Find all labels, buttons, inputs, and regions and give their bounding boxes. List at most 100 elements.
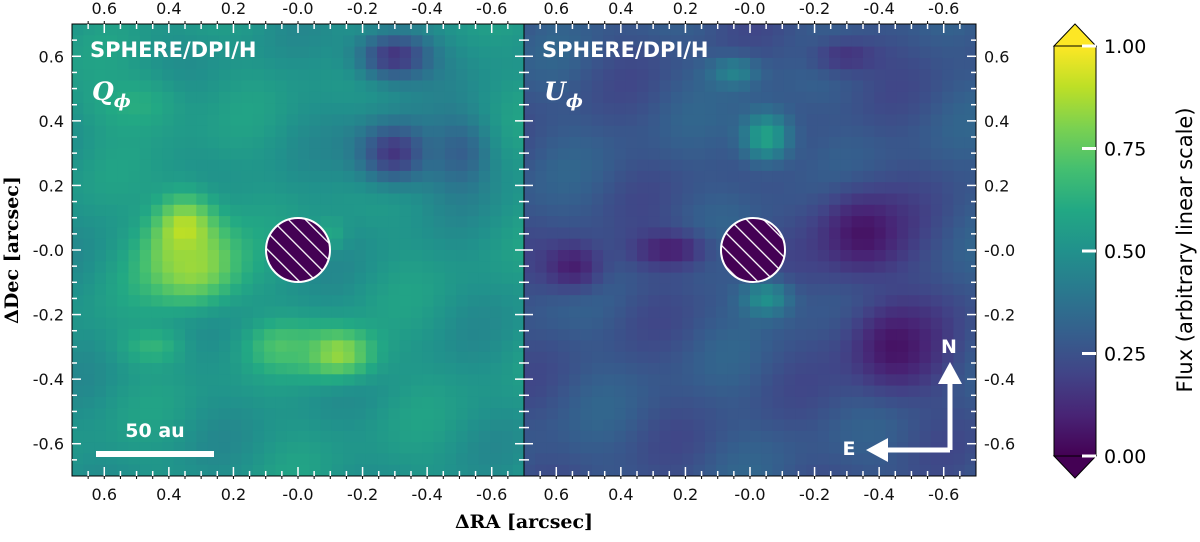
- heatmap-cell: [682, 250, 695, 262]
- heatmap-cell: [704, 363, 717, 375]
- heatmap-cell: [885, 24, 898, 36]
- heatmap-cell: [851, 227, 864, 240]
- heatmap-cell: [591, 137, 604, 149]
- heatmap-cell: [105, 306, 118, 319]
- heatmap-cell: [433, 408, 446, 421]
- heatmap-cell: [783, 35, 796, 48]
- heatmap-cell: [659, 103, 672, 115]
- heatmap-cell: [772, 159, 785, 172]
- heatmap-cell: [535, 227, 548, 240]
- heatmap-cell: [207, 193, 220, 206]
- heatmap-cell: [478, 283, 491, 296]
- heatmap-cell: [433, 24, 446, 36]
- heatmap-cell: [817, 204, 830, 217]
- heatmap-cell: [309, 464, 322, 476]
- heatmap-cell: [603, 204, 615, 217]
- x-tick-label-bottom: -0.4: [864, 485, 895, 504]
- heatmap-cell: [501, 464, 514, 476]
- heatmap-cell: [908, 317, 921, 330]
- heatmap-cell: [128, 69, 141, 82]
- heatmap-cell: [218, 114, 231, 127]
- heatmap-cell: [377, 238, 389, 251]
- heatmap-cell: [490, 363, 502, 375]
- heatmap-cell: [964, 80, 976, 93]
- y-tick-label-left: -0.4: [33, 370, 64, 389]
- heatmap-cell: [354, 295, 367, 308]
- heatmap-cell: [331, 306, 344, 319]
- heatmap-cell: [196, 24, 209, 36]
- heatmap-cell: [727, 24, 740, 36]
- heatmap-cell: [806, 137, 819, 149]
- heatmap-cell: [377, 24, 389, 36]
- heatmap-cell: [716, 103, 728, 115]
- heatmap-cell: [422, 408, 435, 421]
- heatmap-cell: [524, 283, 536, 296]
- heatmap-cell: [637, 204, 649, 217]
- heatmap-cell: [524, 363, 536, 375]
- heatmap-cell: [309, 137, 322, 149]
- heatmap-cell: [806, 204, 819, 217]
- heatmap-cell: [218, 80, 231, 93]
- heatmap-cell: [377, 170, 389, 183]
- heatmap-cell: [230, 114, 243, 127]
- heatmap-cell: [648, 182, 661, 195]
- heatmap-cell: [919, 250, 932, 262]
- heatmap-cell: [727, 374, 740, 387]
- heatmap-cell: [614, 91, 627, 104]
- heatmap-cell: [750, 91, 762, 104]
- heatmap-cell: [241, 24, 254, 36]
- heatmap-cell: [953, 114, 966, 127]
- heatmap-cell: [851, 250, 864, 262]
- heatmap-cell: [580, 419, 593, 432]
- heatmap-cell: [501, 204, 514, 217]
- heatmap-cell: [320, 317, 333, 330]
- heatmap-cell: [207, 453, 220, 466]
- heatmap-cell: [580, 46, 593, 59]
- heatmap-cell: [399, 408, 412, 421]
- heatmap-cell: [942, 148, 954, 161]
- heatmap-cell: [953, 430, 966, 443]
- heatmap-cell: [851, 80, 864, 93]
- heatmap-cell: [637, 374, 649, 387]
- heatmap-cell: [456, 464, 469, 476]
- heatmap-cell: [151, 250, 163, 262]
- heatmap-cell: [411, 317, 423, 330]
- heatmap-cell: [185, 91, 197, 104]
- heatmap-cell: [863, 125, 875, 138]
- heatmap-cell: [185, 317, 197, 330]
- heatmap-cell: [411, 182, 423, 195]
- heatmap-cell: [433, 69, 446, 82]
- heatmap-cell: [738, 170, 751, 183]
- heatmap-cell: [117, 80, 130, 93]
- heatmap-cell: [196, 114, 209, 127]
- heatmap-cell: [953, 24, 966, 36]
- heatmap-cell: [603, 374, 615, 387]
- heatmap-cell: [953, 442, 966, 454]
- heatmap-cell: [365, 170, 378, 183]
- heatmap-cell: [94, 91, 107, 104]
- heatmap-cell: [716, 193, 728, 206]
- heatmap-cell: [298, 35, 310, 48]
- heatmap-cell: [286, 80, 299, 93]
- heatmap-cell: [298, 442, 310, 454]
- heatmap-cell: [422, 464, 435, 476]
- heatmap-cell: [343, 193, 356, 206]
- heatmap-cell: [670, 216, 683, 228]
- heatmap-cell: [727, 159, 740, 172]
- heatmap-cell: [817, 57, 830, 70]
- heatmap-cell: [851, 363, 864, 375]
- heatmap-cell: [908, 238, 921, 251]
- heatmap-cell: [196, 250, 209, 262]
- heatmap-cell: [874, 283, 887, 296]
- heatmap-cell: [275, 46, 288, 59]
- heatmap-cell: [230, 396, 243, 409]
- heatmap-cell: [524, 35, 536, 48]
- heatmap-cell: [569, 193, 582, 206]
- heatmap-cell: [218, 182, 231, 195]
- heatmap-cell: [614, 227, 627, 240]
- heatmap-cell: [320, 272, 333, 285]
- heatmap-cell: [185, 250, 197, 262]
- heatmap-cell: [365, 103, 378, 115]
- heatmap-cell: [524, 46, 536, 59]
- heatmap-cell: [354, 103, 367, 115]
